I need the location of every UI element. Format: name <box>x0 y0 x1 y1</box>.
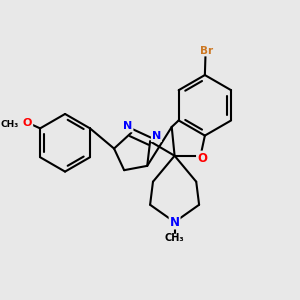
Text: O: O <box>23 118 32 128</box>
Text: O: O <box>197 152 207 165</box>
Text: CH₃: CH₃ <box>165 233 184 243</box>
Text: N: N <box>123 122 133 131</box>
Text: N: N <box>169 216 180 229</box>
Text: CH₃: CH₃ <box>1 120 19 129</box>
Text: N: N <box>152 131 161 141</box>
Text: Br: Br <box>200 46 213 56</box>
